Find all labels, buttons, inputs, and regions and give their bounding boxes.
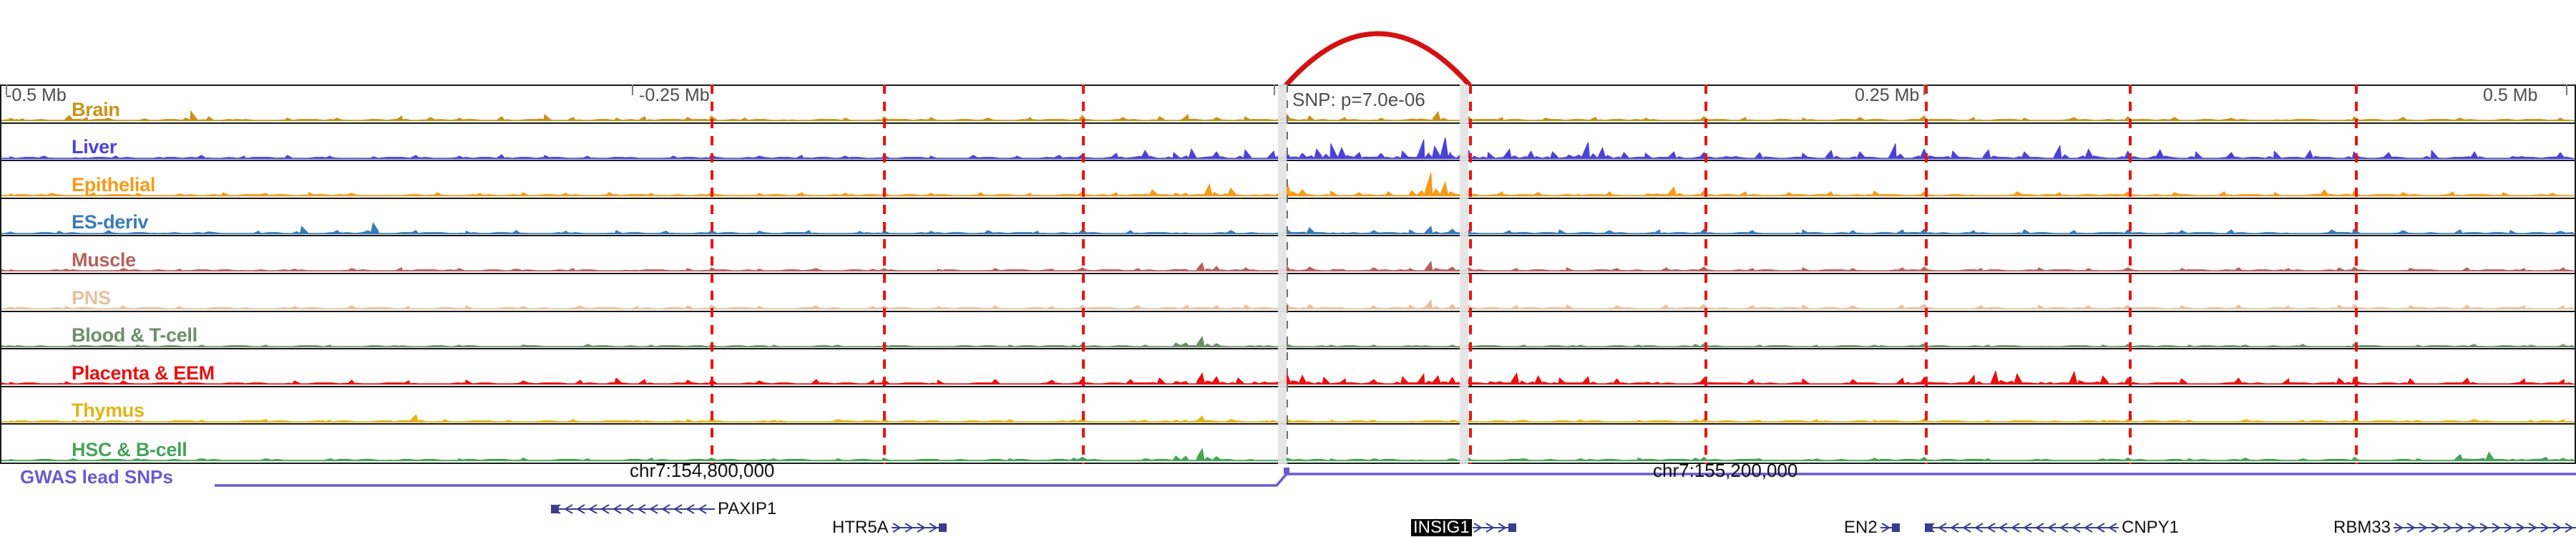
gene-cnpy1[interactable]: CNPY1 [1925, 518, 2181, 537]
snp-pvalue-label: SNP: p=7.0e-06 [1292, 89, 1425, 110]
signal-track-muscle: Muscle [1, 236, 2575, 274]
signal-track-panel: Brain Liver Epithelial ES-deriv Muscle PNS Blo… [0, 84, 2576, 464]
track-signal [1, 312, 2575, 349]
gene-label: INSIG1 [1411, 519, 1472, 536]
signal-track-blood-t-cell: Blood & T-cell [1, 312, 2575, 350]
track-signal [1, 274, 2575, 311]
gwas-lead-snps-track: GWAS lead SNPs chr7:154,800,000 chr7:155,… [0, 460, 2576, 497]
track-signal [1, 425, 2575, 463]
track-signal [1, 387, 2575, 424]
gene-en2[interactable]: EN2 [1842, 518, 1900, 537]
gene-label: PAXIP1 [718, 499, 777, 518]
gene-body-plus-strand-icon [1472, 523, 1516, 533]
gene-annotation-track: PAXIP1 HTR5A INSIG1 EN2 CNPY1 RBM33 [0, 500, 2576, 537]
snp-arc [1284, 31, 1472, 84]
signal-track-placenta-eem: Placenta & EEM [1, 349, 2575, 387]
gwas-connector-line [215, 468, 2576, 487]
snp-arc-layer [0, 0, 2576, 84]
gene-label: EN2 [1844, 518, 1878, 537]
track-signal [1, 161, 2575, 198]
gene-body-plus-strand-icon [2394, 523, 2576, 533]
genomic-coordinate-label: chr7:155,200,000 [1653, 460, 1798, 481]
signal-track-brain: Brain [1, 86, 2575, 124]
track-signal [1, 124, 2575, 160]
signal-track-epithelial: Epithelial [1, 161, 2575, 199]
gene-htr5a[interactable]: HTR5A [830, 518, 947, 537]
gwas-track-label: GWAS lead SNPs [20, 466, 173, 488]
genomic-coordinate-label: chr7:154,800,000 [630, 460, 775, 481]
signal-track-hsc-b-cell: HSC & B-cell [1, 425, 2575, 463]
track-signal [1, 86, 2575, 122]
gene-label: RBM33 [2333, 518, 2391, 537]
signal-track-pns: PNS [1, 274, 2575, 312]
gene-body-minus-strand-icon [1925, 523, 2119, 533]
track-signal [1, 199, 2575, 236]
gene-body-plus-strand-icon [1880, 523, 1900, 533]
track-signal [1, 349, 2575, 386]
gene-label: HTR5A [832, 518, 889, 537]
gene-insig1[interactable]: INSIG1 [1411, 518, 1516, 537]
gene-row-1: HTR5A INSIG1 EN2 CNPY1 RBM33 [0, 518, 2576, 537]
gene-label: CNPY1 [2122, 518, 2180, 537]
signal-track-thymus: Thymus [1, 387, 2575, 425]
gene-rbm33[interactable]: RBM33 [2331, 518, 2576, 537]
gene-body-plus-strand-icon [891, 523, 947, 533]
track-signal [1, 236, 2575, 273]
signal-track-es-deriv: ES-deriv [1, 199, 2575, 237]
signal-track-liver: Liver [1, 124, 2575, 162]
gene-body-minus-strand-icon [551, 504, 715, 514]
gene-row-0: PAXIP1 [0, 500, 2576, 518]
gene-paxip1[interactable]: PAXIP1 [551, 500, 779, 518]
